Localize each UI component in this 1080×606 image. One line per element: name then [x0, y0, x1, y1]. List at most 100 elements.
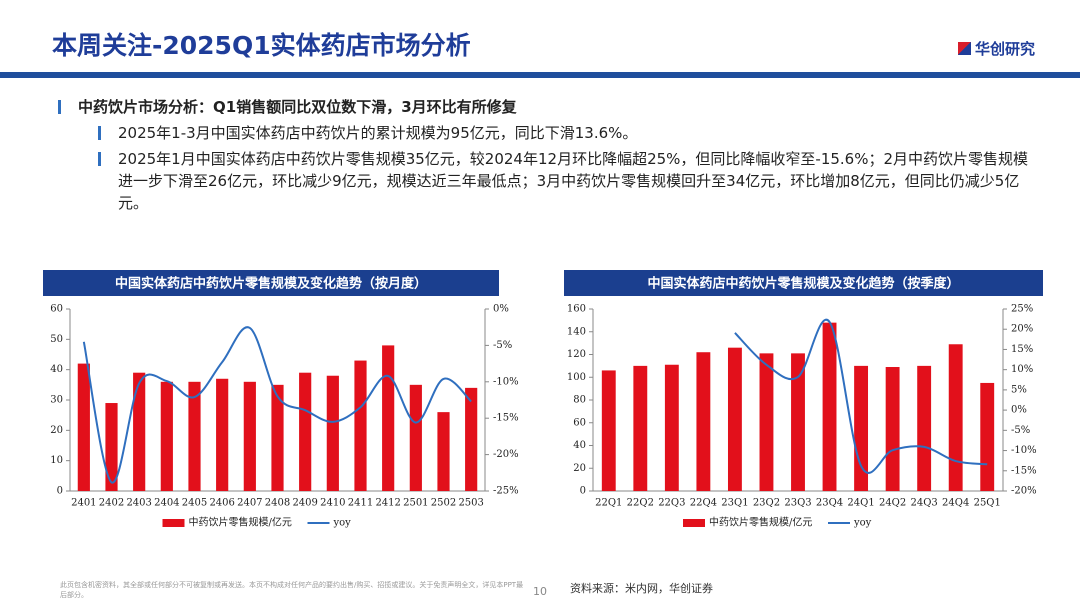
x-tick-label: 23Q2: [753, 498, 780, 509]
y2-tick-label: 0%: [493, 304, 509, 315]
y-tick-label: 50: [50, 334, 63, 345]
bar: [917, 365, 932, 491]
legend-label: yoy: [333, 518, 352, 529]
y-tick-label: 0: [57, 486, 63, 497]
x-tick-label: 23Q4: [816, 498, 843, 509]
x-tick-label: 24Q3: [911, 498, 938, 509]
x-tick-label: 22Q4: [690, 498, 717, 509]
x-tick-label: 23Q1: [721, 498, 748, 509]
bullet-heading: 中药饮片市场分析：Q1销售额同比双位数下滑，3月环比有所修复: [58, 98, 517, 116]
y-tick-label: 0: [580, 486, 586, 497]
x-tick-label: 2407: [237, 498, 262, 509]
bar: [948, 344, 963, 491]
y2-tick-label: 25%: [1011, 304, 1033, 315]
x-tick-label: 24Q4: [942, 498, 969, 509]
x-tick-label: 2406: [209, 498, 234, 509]
y-tick-label: 30: [50, 395, 63, 406]
x-tick-label: 2405: [182, 498, 207, 509]
y-tick-label: 140: [567, 326, 586, 337]
y-tick-label: 10: [50, 455, 63, 466]
bar: [216, 378, 229, 491]
y-tick-label: 20: [50, 425, 63, 436]
chart-title: 中国实体药店中药饮片零售规模及变化趋势（按季度）: [647, 276, 959, 292]
line: [734, 318, 988, 474]
bar: [759, 353, 774, 491]
bar: [160, 381, 173, 491]
bar: [382, 345, 395, 491]
chart-header: [43, 270, 499, 296]
legend-label: 中药饮片零售规模/亿元: [189, 516, 292, 529]
x-tick-label: 24Q2: [879, 498, 906, 509]
x-tick-label: 25Q1: [974, 498, 1001, 509]
source: 资料来源：米内网，华创证券: [570, 582, 713, 595]
y-tick-label: 60: [50, 304, 63, 315]
x-tick-label: 2410: [320, 498, 345, 509]
legend-swatch: [162, 519, 185, 527]
x-tick-label: 22Q3: [658, 498, 685, 509]
legend-label: yoy: [853, 518, 872, 529]
bar: [188, 381, 201, 491]
bar: [885, 367, 900, 491]
bar: [791, 353, 805, 491]
x-tick-label: 2503: [458, 498, 483, 509]
bullet-point: 2025年1月中国实体药店中药饮片零售规模35亿元，较2024年12月环比降幅超…: [98, 148, 1038, 214]
bar: [854, 365, 869, 491]
slide-title: 本周关注-2025Q1实体药店市场分析: [52, 31, 471, 60]
y2-tick-label: 10%: [1011, 364, 1033, 375]
y2-tick-label: -20%: [493, 449, 519, 460]
x-tick-label: 2402: [99, 498, 124, 509]
x-tick-label: 2412: [375, 498, 400, 509]
y2-tick-label: -25%: [493, 486, 519, 497]
bar: [354, 360, 367, 491]
y2-tick-label: 0%: [1011, 405, 1027, 416]
x-tick-label: 2408: [265, 498, 290, 509]
bar: [980, 382, 995, 491]
y2-tick-label: -5%: [1011, 425, 1030, 436]
legend-label: 中药饮片零售规模/亿元: [709, 516, 812, 529]
disclaimer: 此页包含机密资料，其全部或任何部分不可被复制或再发送。本页不构成对任何产品的要约…: [60, 581, 524, 599]
logo-text: 华创研究: [975, 40, 1036, 58]
bar: [243, 381, 256, 491]
bar: [77, 363, 90, 491]
bar: [696, 352, 711, 491]
y2-tick-label: -15%: [1011, 465, 1037, 476]
y2-tick-label: 5%: [1011, 384, 1027, 395]
x-tick-label: 2411: [348, 498, 373, 509]
bar: [299, 372, 312, 491]
bar: [437, 412, 450, 491]
bar: [465, 387, 478, 491]
x-tick-label: 2409: [292, 498, 317, 509]
y-tick-label: 100: [567, 372, 586, 383]
y-tick-label: 40: [50, 364, 63, 375]
y-tick-label: 40: [573, 440, 586, 451]
y2-tick-label: 20%: [1011, 324, 1033, 335]
chart-title: 中国实体药店中药饮片零售规模及变化趋势（按月度）: [115, 276, 427, 292]
x-tick-label: 2404: [154, 498, 179, 509]
y2-tick-label: -5%: [493, 340, 512, 351]
y2-tick-label: -20%: [1011, 486, 1037, 497]
bar: [271, 384, 284, 491]
x-tick-label: 24Q1: [847, 498, 874, 509]
y-tick-label: 80: [573, 395, 586, 406]
bullet-point: 2025年1-3月中国实体药店中药饮片的累计规模为95亿元，同比下滑13.6%。: [98, 122, 1038, 144]
line: [82, 326, 472, 484]
x-tick-label: 2502: [431, 498, 456, 509]
bar: [601, 370, 616, 491]
bar: [326, 375, 339, 491]
page-number: 10: [533, 585, 547, 598]
x-tick-label: 2401: [71, 498, 96, 509]
bar: [133, 372, 146, 491]
logo: 华创研究: [958, 38, 1035, 59]
bar: [822, 322, 837, 491]
bar: [633, 365, 648, 491]
y2-tick-label: -15%: [493, 413, 519, 424]
y-tick-label: 120: [567, 349, 586, 360]
y-tick-label: 160: [567, 304, 586, 315]
x-tick-label: 2403: [126, 498, 151, 509]
bar: [105, 403, 118, 491]
y2-tick-label: 15%: [1011, 344, 1033, 355]
bar: [727, 347, 742, 491]
x-tick-label: 22Q2: [627, 498, 654, 509]
chart-header: [564, 270, 1043, 296]
